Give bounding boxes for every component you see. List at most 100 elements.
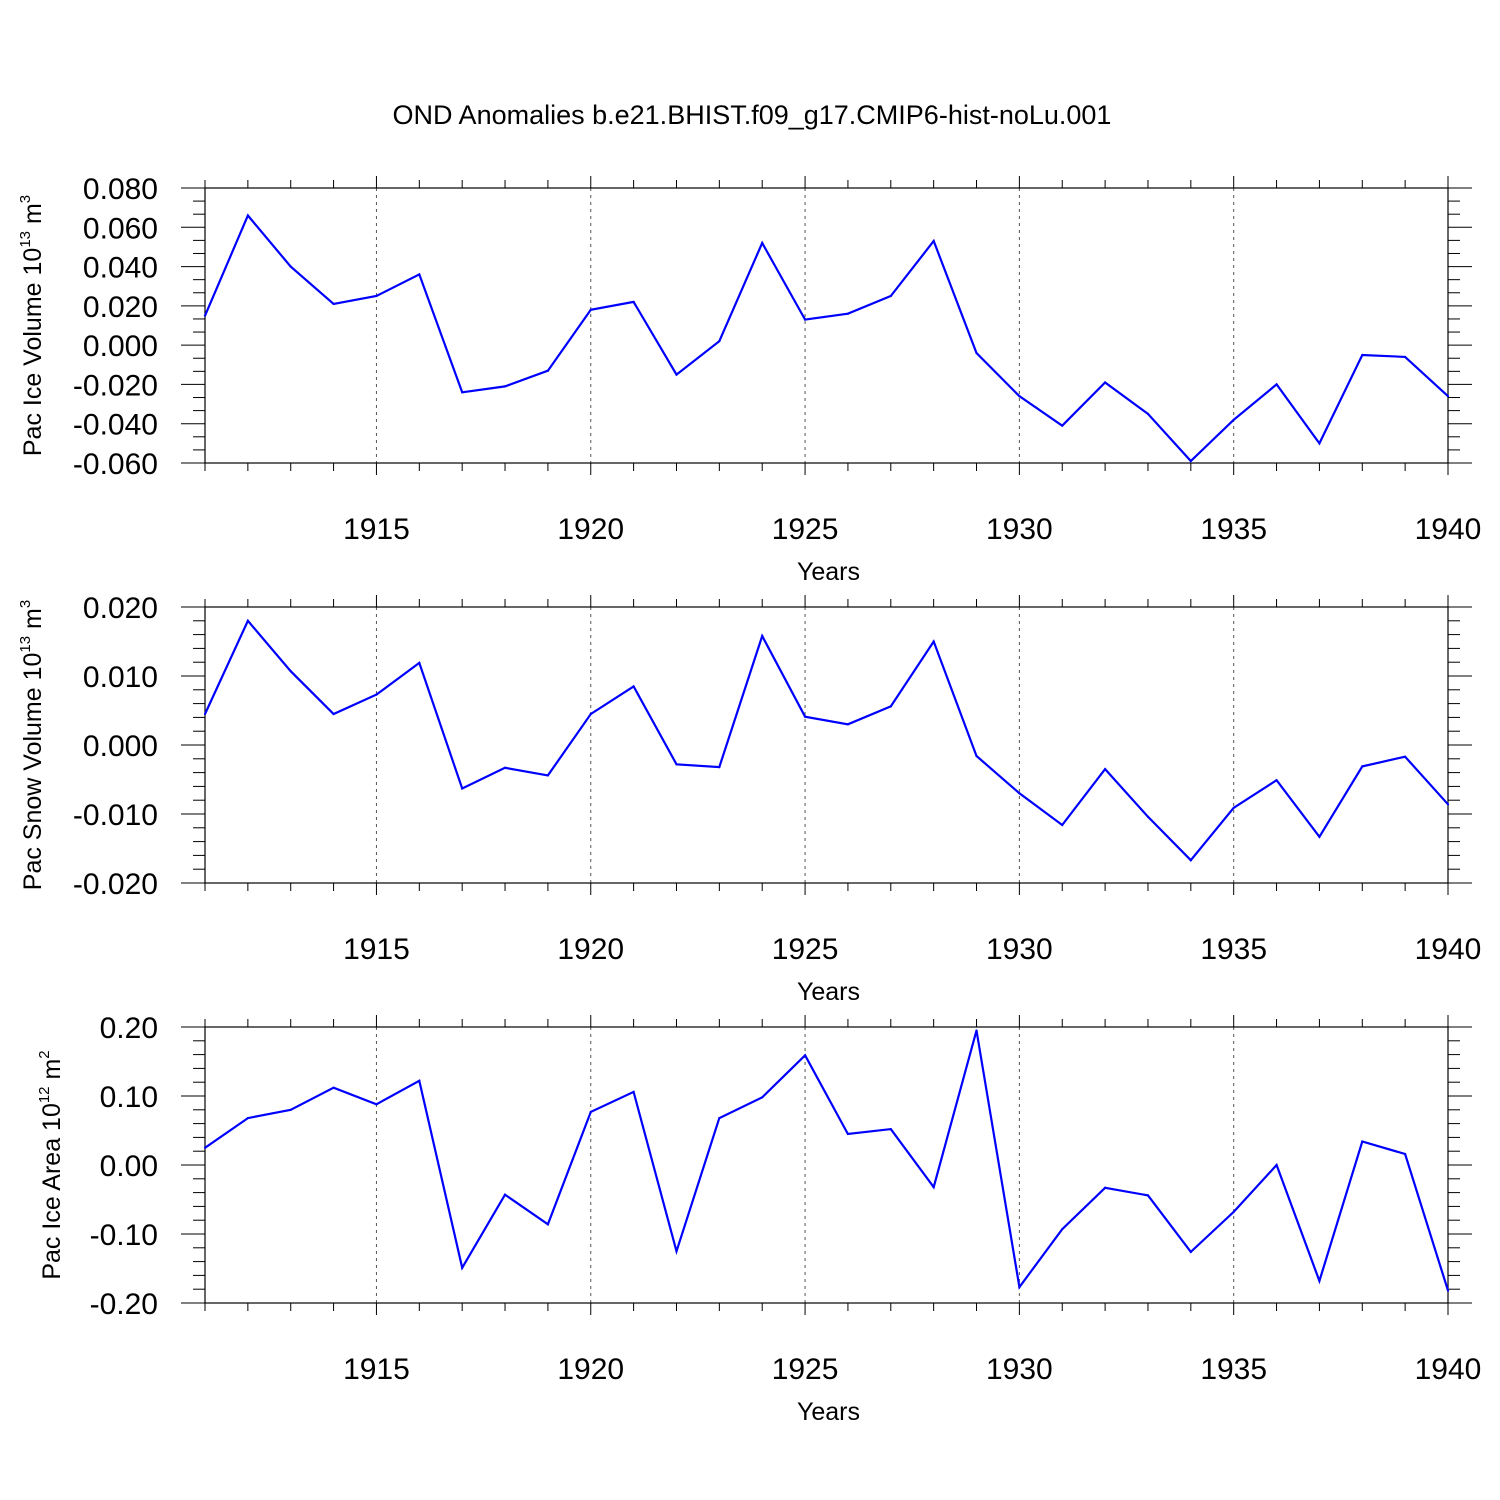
data-point bbox=[1275, 779, 1278, 782]
data-point bbox=[1189, 1250, 1192, 1254]
data-point bbox=[289, 670, 292, 673]
data-point bbox=[375, 693, 378, 696]
data-point bbox=[889, 1128, 892, 1131]
data-point bbox=[846, 1132, 850, 1136]
x-tick-label: 1940 bbox=[1415, 933, 1482, 966]
x-tick-label: 1930 bbox=[986, 1353, 1053, 1386]
data-point bbox=[375, 1103, 378, 1106]
data-point bbox=[975, 351, 978, 355]
data-point bbox=[589, 1110, 592, 1113]
data-point bbox=[1446, 803, 1450, 806]
x-tick-label: 1925 bbox=[772, 513, 839, 546]
data-point bbox=[675, 1250, 678, 1253]
data-point bbox=[1275, 383, 1278, 386]
data-point bbox=[632, 300, 635, 304]
data-point bbox=[632, 685, 635, 688]
data-point bbox=[1232, 806, 1235, 809]
plot-frame bbox=[204, 1026, 1449, 1304]
data-point bbox=[1404, 1152, 1407, 1156]
x-tick-label: 1935 bbox=[1200, 933, 1267, 966]
plot-frame bbox=[204, 606, 1449, 884]
data-point bbox=[1232, 418, 1235, 421]
x-tick-label: 1920 bbox=[557, 933, 624, 966]
y-tick-label: 0.20 bbox=[100, 1012, 158, 1045]
data-point bbox=[1146, 1194, 1150, 1197]
series-line bbox=[203, 213, 1449, 463]
data-point bbox=[803, 715, 807, 718]
data-point bbox=[1146, 815, 1150, 818]
data-point bbox=[246, 1116, 249, 1120]
y-tick-label: 0.060 bbox=[83, 212, 158, 245]
data-point bbox=[418, 1079, 421, 1082]
panels: 1915 1920 1925 1930 1935 1940 Years 0.080 0.060 0… bbox=[17, 173, 1481, 1426]
data-point bbox=[803, 318, 807, 321]
data-point bbox=[675, 373, 678, 376]
data-point bbox=[1361, 765, 1364, 768]
data-point bbox=[546, 774, 549, 777]
data-point bbox=[1061, 424, 1064, 427]
y-tick-label: -0.020 bbox=[73, 868, 158, 901]
x-tick-label: 1935 bbox=[1200, 513, 1267, 546]
y-tick-label: -0.010 bbox=[73, 799, 158, 832]
x-axis-label: Years bbox=[797, 558, 860, 586]
y-tick-label: 0.020 bbox=[83, 592, 158, 625]
data-point bbox=[503, 385, 507, 388]
data-point bbox=[546, 1223, 549, 1226]
x-axis-label: Years bbox=[797, 1398, 860, 1426]
data-point bbox=[418, 273, 421, 276]
data-point bbox=[932, 640, 935, 643]
data-point bbox=[675, 763, 678, 766]
x-tick-label: 1935 bbox=[1200, 1353, 1267, 1386]
data-point bbox=[1404, 355, 1407, 359]
data-point bbox=[1232, 1210, 1235, 1214]
data-point bbox=[246, 619, 249, 622]
data-point bbox=[932, 239, 935, 243]
y-axis-label: Pac Ice Area 1012 m2 bbox=[36, 1050, 66, 1279]
data-point bbox=[975, 1029, 978, 1032]
series-line bbox=[204, 1030, 1450, 1291]
data-point bbox=[461, 787, 464, 790]
data-point bbox=[203, 712, 207, 716]
y-tick-label: 0.10 bbox=[100, 1081, 158, 1114]
y-tick-label: -0.10 bbox=[90, 1219, 158, 1252]
data-point bbox=[1104, 381, 1107, 384]
panel-3: 1915 1920 1925 1930 1935 1940 Years 0.20 0.10 0.0… bbox=[36, 1012, 1481, 1426]
data-point bbox=[461, 391, 464, 394]
data-point bbox=[546, 369, 549, 372]
data-point bbox=[1061, 823, 1064, 827]
data-point bbox=[589, 308, 592, 311]
data-point bbox=[761, 1096, 764, 1099]
data-point bbox=[203, 314, 207, 317]
plot-frame bbox=[204, 187, 1449, 464]
x-tick-label: 1915 bbox=[343, 1353, 410, 1386]
data-point bbox=[1189, 459, 1192, 463]
data-point bbox=[846, 312, 850, 315]
y-tick-label: -0.060 bbox=[73, 448, 158, 481]
data-point bbox=[375, 294, 378, 298]
data-point bbox=[1361, 1140, 1364, 1143]
data-point bbox=[846, 723, 850, 726]
y-tick-label: 0.040 bbox=[83, 252, 158, 285]
data-point bbox=[1018, 792, 1021, 795]
panel-1: 1915 1920 1925 1930 1935 1940 Years 0.080 0.060 0… bbox=[17, 173, 1481, 586]
data-point bbox=[632, 1090, 635, 1093]
data-point bbox=[1189, 859, 1192, 862]
x-tick-label: 1940 bbox=[1415, 1353, 1482, 1386]
data-point bbox=[461, 1266, 464, 1269]
data-point bbox=[503, 766, 507, 769]
x-tick-label: 1915 bbox=[343, 513, 410, 546]
x-tick-label: 1920 bbox=[557, 1353, 624, 1386]
data-point bbox=[246, 214, 249, 217]
x-tick-label: 1930 bbox=[986, 933, 1053, 966]
data-point bbox=[889, 294, 892, 298]
data-point bbox=[203, 1146, 207, 1149]
x-tick-label: 1925 bbox=[772, 1353, 839, 1386]
y-tick-label: -0.20 bbox=[90, 1288, 158, 1321]
data-point bbox=[1018, 395, 1021, 398]
y-tick-label: -0.020 bbox=[73, 369, 158, 402]
data-point bbox=[1318, 835, 1321, 838]
data-point bbox=[332, 712, 335, 716]
y-tick-label: 0.000 bbox=[83, 330, 158, 363]
y-axis-label: Pac Snow Volume 1013 m3 bbox=[17, 600, 47, 890]
